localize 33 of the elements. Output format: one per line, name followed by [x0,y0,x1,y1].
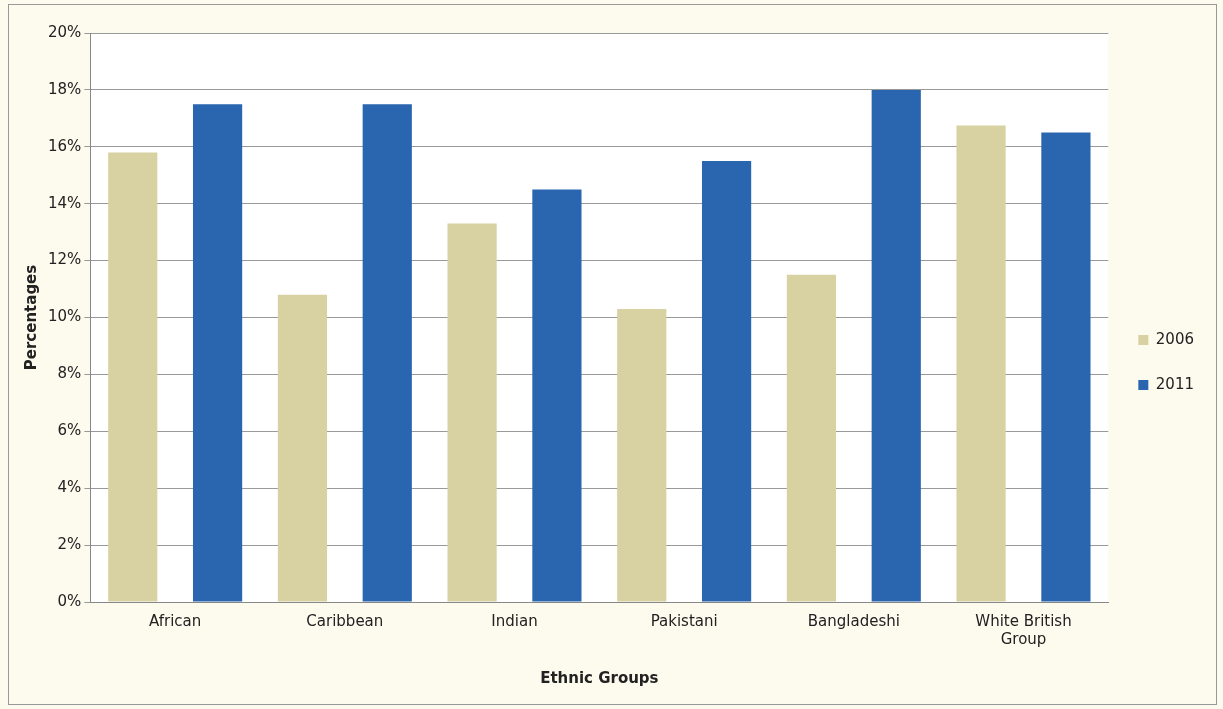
y-tick-label: 18% [48,79,82,98]
y-tick-label: 2% [57,534,82,553]
bar [617,308,667,602]
y-tick-label: 4% [57,478,82,497]
bar [192,104,243,602]
x-tick-label: Bangladeshi [807,611,900,630]
y-tick-label: 6% [57,421,82,440]
y-axis-title: Percentages [21,264,40,371]
bar [532,189,582,602]
legend-label: 2011 [1155,374,1195,393]
x-tick-label: African [149,611,202,630]
bar [362,104,412,602]
x-tick-label: Pakistani [650,611,718,630]
bar [1041,132,1091,602]
bar [447,223,497,602]
y-tick-label: 8% [57,364,82,383]
legend-label: 2006 [1155,329,1195,348]
bar [277,294,328,602]
y-tick-label: 10% [48,307,82,326]
bar [701,161,752,602]
y-tick-label: 0% [57,591,82,610]
bar [108,152,158,602]
y-tick-label: 12% [48,250,82,269]
y-tick-label: 16% [48,136,82,155]
y-tick-label: 20% [48,22,82,41]
y-tick-label: 14% [48,193,82,212]
x-tick-label: Caribbean [306,611,384,630]
x-axis-title: Ethnic Groups [540,668,659,687]
bar [956,125,1006,602]
bar [871,89,921,602]
bar [786,274,837,602]
x-tick-label: Indian [491,611,538,630]
x-tick-label: White British Group [975,611,1072,648]
